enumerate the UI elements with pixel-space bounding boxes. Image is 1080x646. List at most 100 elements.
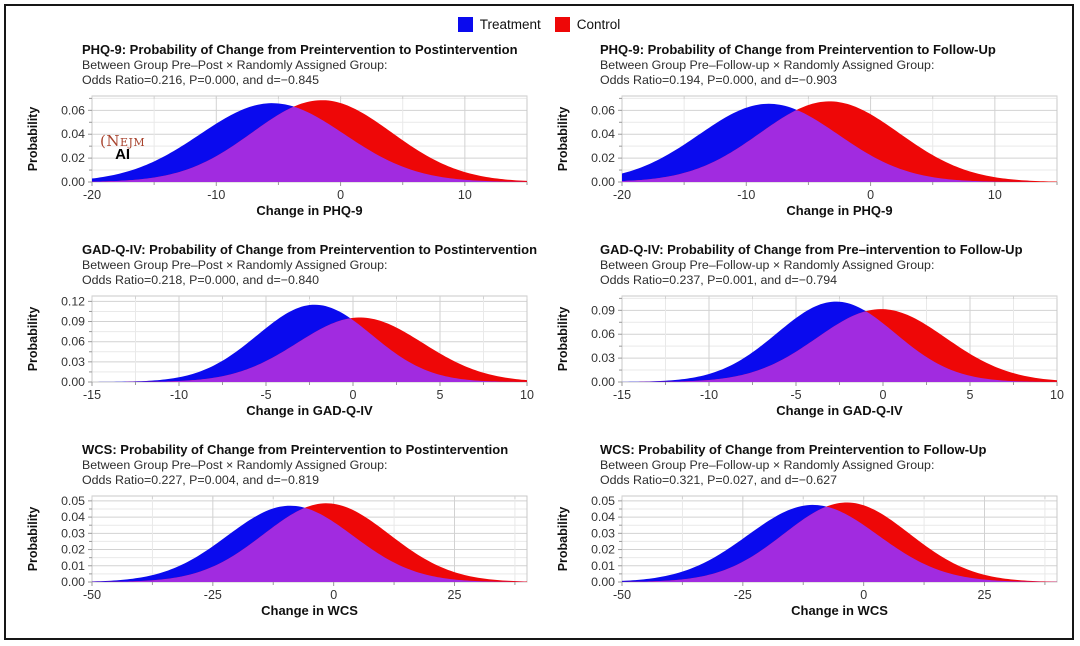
svg-text:-50: -50 [83, 588, 101, 602]
svg-text:0.03: 0.03 [61, 526, 85, 540]
svg-text:Change in GAD-Q-IV: Change in GAD-Q-IV [776, 403, 903, 418]
legend-label-treatment: Treatment [479, 16, 541, 32]
panel-phq9-post: PHQ-9: Probability of Change from Preint… [6, 39, 554, 239]
svg-text:-10: -10 [700, 388, 718, 402]
svg-text:0.12: 0.12 [61, 294, 85, 308]
panel-subtitle: Between Group Pre–Follow-up × Randomly A… [600, 58, 935, 72]
legend-item-treatment: Treatment [457, 16, 541, 32]
svg-text:0.09: 0.09 [61, 315, 85, 329]
svg-text:0.00: 0.00 [591, 575, 615, 589]
panel-stats-line: Odds Ratio=0.218, P=0.000, and d=−0.840 [82, 273, 319, 287]
svg-text:-15: -15 [83, 388, 101, 402]
svg-text:Change in PHQ-9: Change in PHQ-9 [256, 203, 362, 218]
svg-text:0.06: 0.06 [61, 103, 85, 117]
svg-text:Change in WCS: Change in WCS [261, 603, 358, 618]
svg-text:0.00: 0.00 [591, 375, 615, 389]
svg-text:0.04: 0.04 [61, 127, 85, 141]
panel-head: PHQ-9: Probability of Change from Preint… [82, 42, 554, 88]
panel-subtitle: Between Group Pre–Follow-up × Randomly A… [600, 258, 935, 272]
panel-head: WCS: Probability of Change from Preinter… [82, 442, 554, 488]
panel-grid: PHQ-9: Probability of Change from Preint… [6, 39, 1072, 638]
panel-title: GAD-Q-IV: Probability of Change from Pre… [600, 242, 1023, 257]
figure-container: Treatment Control PHQ-9: Probability of … [4, 4, 1074, 640]
svg-text:0.04: 0.04 [61, 510, 85, 524]
svg-text:Probability: Probability [556, 307, 570, 372]
panel-subtitle: Between Group Pre–Post × Randomly Assign… [82, 58, 388, 72]
svg-text:0.01: 0.01 [61, 559, 85, 573]
svg-text:-10: -10 [737, 188, 755, 202]
legend-label-control: Control [576, 16, 621, 32]
panel-stats-line: Odds Ratio=0.227, P=0.004, and d=−0.819 [82, 473, 319, 487]
svg-text:5: 5 [967, 388, 974, 402]
svg-text:0.03: 0.03 [591, 526, 615, 540]
svg-text:-25: -25 [734, 588, 752, 602]
svg-text:0.00: 0.00 [61, 375, 85, 389]
density-plot-phq9-followup: 0.00 0.02 0.04 0.06 -20 -10 0 10 Change in PHQ-9… [556, 95, 1058, 218]
panel-gadqiv-followup: GAD-Q-IV: Probability of Change from Pre… [554, 239, 1072, 439]
panel-title: PHQ-9: Probability of Change from Preint… [600, 42, 996, 57]
svg-text:0.00: 0.00 [591, 175, 615, 189]
svg-text:-10: -10 [170, 388, 188, 402]
panel-subtitle: Between Group Pre–Follow-up × Randomly A… [600, 458, 935, 472]
panel-title: WCS: Probability of Change from Preinter… [82, 442, 509, 457]
svg-text:Probability: Probability [26, 107, 40, 172]
svg-text:Change in GAD-Q-IV: Change in GAD-Q-IV [246, 403, 373, 418]
svg-text:0.03: 0.03 [591, 351, 615, 365]
svg-text:0.02: 0.02 [591, 543, 615, 557]
svg-text:Probability: Probability [556, 507, 570, 572]
panel-head: GAD-Q-IV: Probability of Change from Pre… [600, 242, 1072, 288]
svg-text:0.05: 0.05 [591, 494, 615, 508]
panel-gadqiv-post: GAD-Q-IV: Probability of Change from Pre… [6, 239, 554, 439]
svg-text:25: 25 [448, 588, 462, 602]
svg-text:-25: -25 [204, 588, 222, 602]
svg-text:-15: -15 [613, 388, 631, 402]
panel-wcs-post: WCS: Probability of Change from Preinter… [6, 439, 554, 638]
panel-subtitle: Between Group Pre–Post × Randomly Assign… [82, 258, 388, 272]
svg-text:25: 25 [978, 588, 992, 602]
density-plot-gadqiv-followup: 0.00 0.03 0.06 0.09 -15 -10 -5 0 5 10 Change in GA… [556, 295, 1064, 418]
svg-text:5: 5 [437, 388, 444, 402]
legend-item-control: Control [554, 16, 621, 32]
svg-text:10: 10 [520, 388, 534, 402]
svg-text:0.09: 0.09 [591, 303, 615, 317]
svg-text:0.06: 0.06 [591, 327, 615, 341]
svg-text:0.02: 0.02 [591, 151, 615, 165]
svg-text:0.03: 0.03 [61, 355, 85, 369]
svg-text:10: 10 [458, 188, 472, 202]
panel-head: GAD-Q-IV: Probability of Change from Pre… [82, 242, 554, 288]
svg-text:10: 10 [988, 188, 1002, 202]
panel-head: PHQ-9: Probability of Change from Preint… [600, 42, 1072, 88]
panel-title: GAD-Q-IV: Probability of Change from Pre… [82, 242, 538, 257]
density-plot-gadqiv-post: 0.00 0.03 0.06 0.09 0.12 -15 -10 -5 0 5 10 Change i… [26, 294, 534, 418]
svg-text:0: 0 [860, 588, 867, 602]
svg-text:Probability: Probability [26, 307, 40, 372]
panel-stats-line: Odds Ratio=0.237, P=0.001, and d=−0.794 [600, 273, 837, 287]
svg-text:0.00: 0.00 [61, 575, 85, 589]
svg-text:-10: -10 [207, 188, 225, 202]
svg-text:0.00: 0.00 [61, 175, 85, 189]
svg-text:Probability: Probability [556, 107, 570, 172]
svg-text:0.06: 0.06 [591, 103, 615, 117]
svg-text:Probability: Probability [26, 507, 40, 572]
density-plot-wcs-followup: 0.00 0.01 0.02 0.03 0.04 0.05 -50 -25 0 25 Change … [556, 494, 1058, 618]
panel-stats-line: Odds Ratio=0.194, P=0.000, and d=−0.903 [600, 73, 837, 87]
svg-text:10: 10 [1050, 388, 1064, 402]
svg-text:Change in PHQ-9: Change in PHQ-9 [786, 203, 892, 218]
panel-title: WCS: Probability of Change from Preinter… [600, 442, 987, 457]
svg-text:-5: -5 [260, 388, 271, 402]
svg-text:0: 0 [867, 188, 874, 202]
density-plot-wcs-post: 0.00 0.01 0.02 0.03 0.04 0.05 -50 -25 0 25 Change … [26, 494, 528, 618]
control-swatch-icon [554, 16, 570, 32]
svg-text:0: 0 [330, 588, 337, 602]
treatment-swatch-icon [457, 16, 473, 32]
panel-wcs-followup: WCS: Probability of Change from Preinter… [554, 439, 1072, 638]
svg-text:-50: -50 [613, 588, 631, 602]
svg-text:-20: -20 [83, 188, 101, 202]
svg-text:Change in WCS: Change in WCS [791, 603, 888, 618]
legend: Treatment Control [6, 15, 1072, 33]
svg-text:0.02: 0.02 [61, 151, 85, 165]
svg-text:0.01: 0.01 [591, 559, 615, 573]
panel-stats-line: Odds Ratio=0.321, P=0.027, and d=−0.627 [600, 473, 837, 487]
svg-text:0.05: 0.05 [61, 494, 85, 508]
svg-text:-5: -5 [790, 388, 801, 402]
